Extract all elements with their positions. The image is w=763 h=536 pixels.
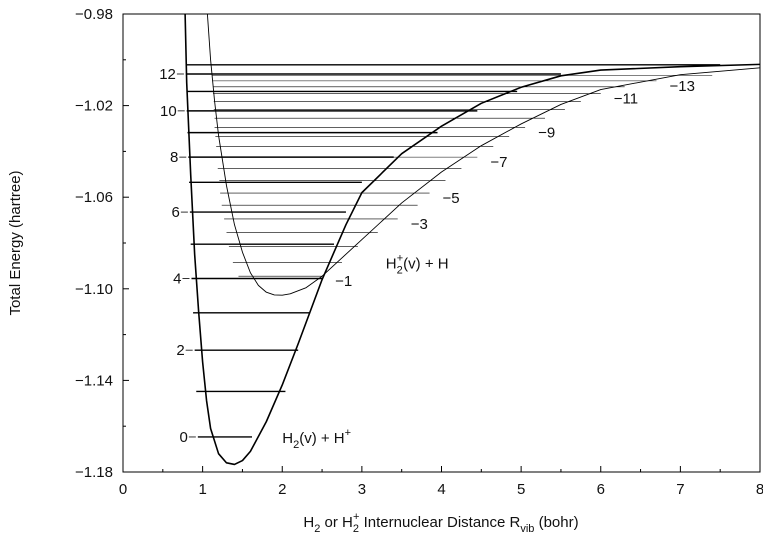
h2-series-label: H2(v) + H+ [282,427,351,451]
potential-curves-layer [184,14,760,466]
h2-potential-curve [184,14,760,466]
x-tick-label: 7 [676,481,684,498]
h2-level-label: 6 [172,204,180,221]
x-axis-label: H2 or H2+ Internuclear Distance Rvib (bo… [303,511,578,535]
h2-ion-potential-curve [206,14,760,296]
h2-ion-series-label: H2+(v) + H [386,252,449,276]
h2-level-label: 10 [160,103,177,120]
vibrational-levels-layer [185,64,721,438]
plot-frame [122,13,761,473]
y-tick-label: −1.10 [75,281,113,298]
axis-ticks-layer: 0 1 2 3 4 5 6 7 8−0.98−1.02−1.06−1.10−1.14−1.18 [75,6,763,498]
y-tick-label: −0.98 [75,6,113,23]
y-tick-label: −1.18 [75,464,113,481]
h2-level-label: 2 [176,342,184,359]
h2-ion-level-label: −13 [669,78,694,95]
y-axis-label: Total Energy (hartree) [7,170,24,315]
x-tick-label: 6 [597,481,605,498]
h2-level-label: 4 [173,270,181,287]
x-tick-label: 2 [278,481,286,498]
y-tick-label: −1.06 [75,189,113,206]
h2-ion-level-label: −9 [538,124,555,141]
y-tick-label: −1.14 [75,372,113,389]
h2-level-label: 8 [170,149,178,166]
x-tick-label: 4 [437,481,445,498]
x-tick-label: 3 [358,481,366,498]
y-tick-label: −1.02 [75,98,113,115]
h2-ion-level-label: −3 [411,216,428,233]
h2-ion-level-label: −1 [335,273,352,290]
h2-ion-level-label: −5 [443,190,460,207]
h2-ion-level-label: −11 [614,91,638,108]
h2-level-label: 12 [159,66,176,83]
x-tick-label: 8 [756,481,763,498]
h2-level-label: 0 [180,429,188,446]
x-tick-label: 0 [119,481,127,498]
annotation-labels-layer: 0 2 4 6 8 10 12 −1 −3 −5 −7 −9 −11 −13 H2(v) + H+ H2+(v… [159,66,695,451]
x-tick-label: 1 [198,481,206,498]
h2-ion-level-label: −7 [490,154,507,171]
x-tick-label: 5 [517,481,525,498]
